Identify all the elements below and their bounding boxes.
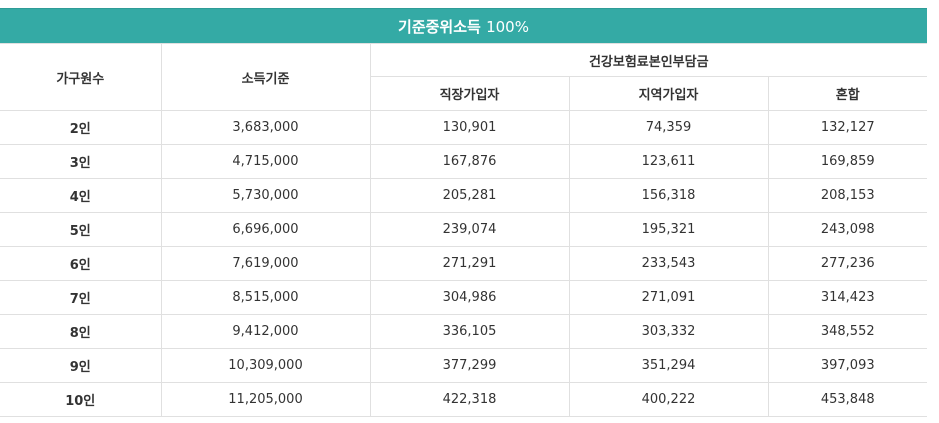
table-title-text: 기준중위소득 bbox=[398, 17, 481, 36]
header-regional: 지역가입자 bbox=[569, 76, 769, 111]
table-row: 10인 11,205,000 422,318 400,222 453,848 bbox=[0, 382, 927, 417]
cell-mixed: 243,098 bbox=[768, 212, 927, 247]
cell-household-size: 6인 bbox=[0, 246, 162, 281]
table-title-percent: 100% bbox=[486, 17, 529, 36]
cell-income: 11,205,000 bbox=[161, 382, 371, 417]
cell-employee: 304,986 bbox=[370, 280, 570, 315]
table-row: 4인 5,730,000 205,281 156,318 208,153 bbox=[0, 178, 927, 213]
cell-employee: 377,299 bbox=[370, 348, 570, 383]
cell-income: 9,412,000 bbox=[161, 314, 371, 349]
cell-employee: 336,105 bbox=[370, 314, 570, 349]
cell-mixed: 453,848 bbox=[768, 382, 927, 417]
table-row: 2인 3,683,000 130,901 74,359 132,127 bbox=[0, 110, 927, 145]
cell-household-size: 4인 bbox=[0, 178, 162, 213]
table-row: 5인 6,696,000 239,074 195,321 243,098 bbox=[0, 212, 927, 247]
cell-mixed: 397,093 bbox=[768, 348, 927, 383]
header-income-standard: 소득기준 bbox=[161, 43, 371, 111]
cell-regional: 271,091 bbox=[569, 280, 769, 315]
cell-regional: 123,611 bbox=[569, 144, 769, 179]
cell-regional: 303,332 bbox=[569, 314, 769, 349]
cell-mixed: 208,153 bbox=[768, 178, 927, 213]
cell-household-size: 3인 bbox=[0, 144, 162, 179]
cell-mixed: 348,552 bbox=[768, 314, 927, 349]
header-employee: 직장가입자 bbox=[370, 76, 570, 111]
cell-household-size: 5인 bbox=[0, 212, 162, 247]
cell-mixed: 277,236 bbox=[768, 246, 927, 281]
cell-income: 5,730,000 bbox=[161, 178, 371, 213]
table-row: 8인 9,412,000 336,105 303,332 348,552 bbox=[0, 314, 927, 349]
cell-regional: 351,294 bbox=[569, 348, 769, 383]
cell-regional: 156,318 bbox=[569, 178, 769, 213]
cell-employee: 271,291 bbox=[370, 246, 570, 281]
cell-employee: 239,074 bbox=[370, 212, 570, 247]
cell-employee: 205,281 bbox=[370, 178, 570, 213]
cell-employee: 130,901 bbox=[370, 110, 570, 145]
cell-regional: 233,543 bbox=[569, 246, 769, 281]
cell-mixed: 169,859 bbox=[768, 144, 927, 179]
income-table-container: 기준중위소득 100% 가구원수 소득기준 건강보험료본인부담금 직장가입자 지… bbox=[0, 8, 927, 417]
table-row: 3인 4,715,000 167,876 123,611 169,859 bbox=[0, 144, 927, 179]
table-row: 9인 10,309,000 377,299 351,294 397,093 bbox=[0, 348, 927, 383]
cell-household-size: 2인 bbox=[0, 110, 162, 145]
cell-household-size: 10인 bbox=[0, 382, 162, 417]
header-insurance-group: 건강보험료본인부담금 bbox=[370, 43, 927, 77]
cell-mixed: 314,423 bbox=[768, 280, 927, 315]
cell-household-size: 7인 bbox=[0, 280, 162, 315]
cell-income: 7,619,000 bbox=[161, 246, 371, 281]
table-title: 기준중위소득 100% bbox=[0, 8, 927, 44]
table-body: 2인 3,683,000 130,901 74,359 132,127 3인 4… bbox=[0, 110, 927, 417]
cell-employee: 422,318 bbox=[370, 382, 570, 417]
cell-income: 10,309,000 bbox=[161, 348, 371, 383]
cell-mixed: 132,127 bbox=[768, 110, 927, 145]
cell-household-size: 8인 bbox=[0, 314, 162, 349]
cell-household-size: 9인 bbox=[0, 348, 162, 383]
cell-income: 3,683,000 bbox=[161, 110, 371, 145]
cell-income: 8,515,000 bbox=[161, 280, 371, 315]
income-table: 기준중위소득 100% 가구원수 소득기준 건강보험료본인부담금 직장가입자 지… bbox=[0, 8, 927, 417]
cell-income: 4,715,000 bbox=[161, 144, 371, 179]
table-row: 7인 8,515,000 304,986 271,091 314,423 bbox=[0, 280, 927, 315]
table-row: 6인 7,619,000 271,291 233,543 277,236 bbox=[0, 246, 927, 281]
cell-regional: 400,222 bbox=[569, 382, 769, 417]
cell-regional: 74,359 bbox=[569, 110, 769, 145]
cell-regional: 195,321 bbox=[569, 212, 769, 247]
header-household: 가구원수 bbox=[0, 43, 162, 111]
cell-income: 6,696,000 bbox=[161, 212, 371, 247]
cell-employee: 167,876 bbox=[370, 144, 570, 179]
header-mixed: 혼합 bbox=[768, 76, 927, 111]
